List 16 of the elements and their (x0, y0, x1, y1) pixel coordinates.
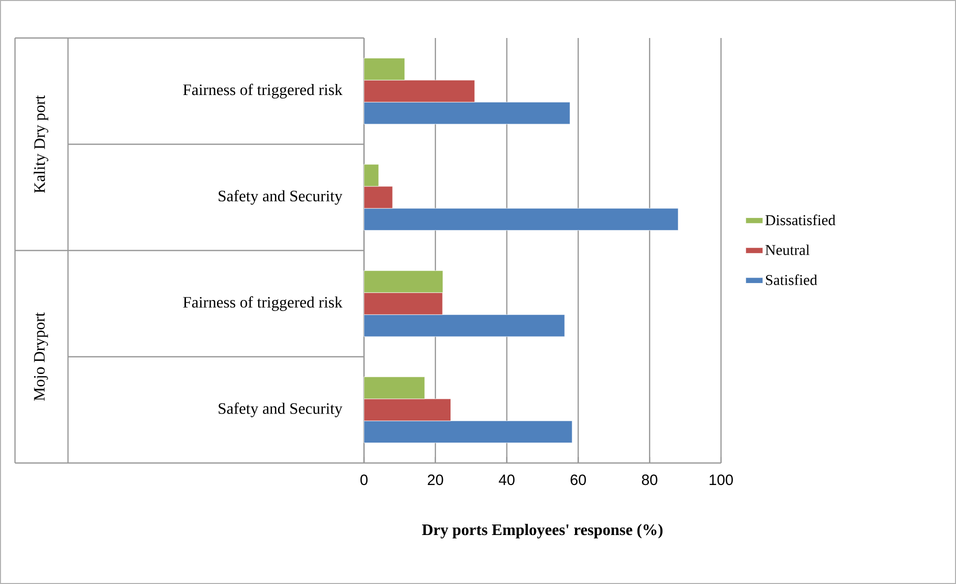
legend-label: Dissatisfied (765, 214, 836, 226)
text: Kality Dry port (34, 95, 48, 193)
text: Mojo Dryport (34, 312, 48, 401)
legend-label: Satisfied (766, 274, 818, 286)
legend-label: Neutral (765, 244, 810, 256)
y-tick-label: Fairness of triggered risk (183, 84, 342, 98)
x-tick-label: 40 (498, 474, 515, 486)
x-tick-label: 100 (710, 474, 733, 486)
y-tick-label: Fairness of triggered risk (183, 296, 342, 311)
y-tick-label: Safety and Security (218, 402, 342, 418)
x-axis-title: Dry ports Employees' response (%) (422, 524, 663, 538)
x-tick-label: 60 (570, 474, 586, 486)
x-tick-label: 80 (642, 474, 658, 486)
x-tick-label: 20 (428, 474, 444, 486)
x-tick-label: 0 (360, 474, 368, 486)
y-tick-label: Safety and Security (218, 190, 342, 205)
